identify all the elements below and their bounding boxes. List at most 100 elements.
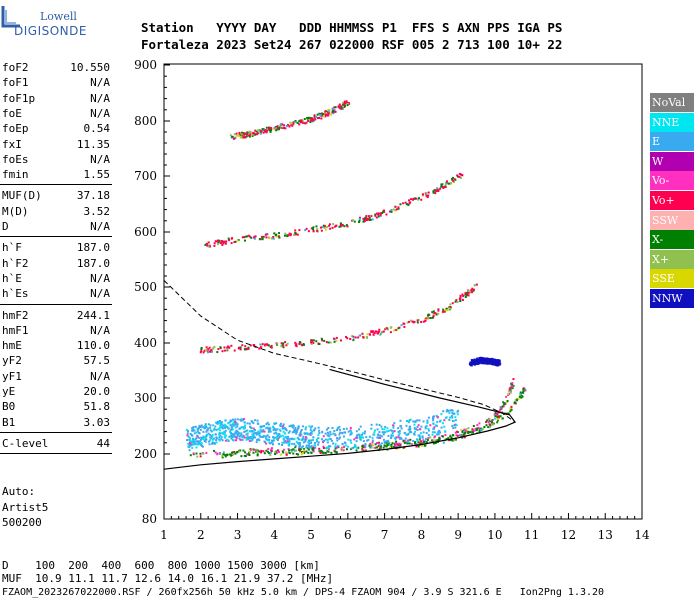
echo-dot: [235, 132, 238, 135]
echo-dot: [229, 430, 232, 433]
echo-dot: [202, 437, 205, 440]
echo-dot: [196, 430, 199, 433]
echo-dot: [317, 342, 320, 345]
echo-dot: [223, 426, 226, 429]
echo-dot: [467, 431, 470, 434]
echo-dot: [307, 230, 310, 233]
echo-dot: [302, 441, 305, 444]
echo-dot: [322, 451, 325, 454]
echo-dot: [518, 395, 521, 398]
x-tick-label: 14: [634, 528, 650, 542]
echo-dot: [414, 420, 417, 423]
echo-dot: [317, 437, 320, 440]
echo-dot: [413, 427, 416, 430]
param-value: N/A: [90, 76, 110, 90]
echo-dot: [335, 336, 338, 339]
echo-dot: [449, 435, 452, 438]
echo-dot: [238, 427, 241, 430]
echo-dot: [499, 406, 502, 409]
echo-dot: [338, 425, 341, 428]
echo-dot: [220, 423, 223, 426]
echo-dot: [231, 135, 234, 138]
echo-dot: [213, 242, 216, 245]
echo-dot: [329, 430, 332, 433]
echo-dot: [387, 439, 390, 442]
echo-dot: [423, 444, 426, 447]
echo-dot: [432, 191, 435, 194]
echo-dot: [466, 293, 469, 296]
echo-dot: [264, 233, 267, 236]
echo-dot: [519, 391, 522, 394]
echo-dot: [216, 422, 219, 425]
echo-dot: [374, 213, 377, 216]
echo-dot: [296, 428, 299, 431]
echo-dot: [471, 428, 474, 431]
echo-dot: [209, 439, 212, 442]
echo-dot: [398, 442, 401, 445]
echo-dot: [502, 405, 505, 408]
echo-dot: [456, 410, 459, 413]
echo-dot: [377, 212, 380, 215]
echo-dot: [435, 189, 438, 192]
echo-dot: [281, 443, 284, 446]
echo-dot: [385, 213, 388, 216]
echo-dot: [359, 425, 362, 428]
echo-dot: [223, 346, 226, 349]
echo-dot: [406, 419, 409, 422]
echo-dot: [279, 125, 282, 128]
param-row: foF1 N/A: [2, 75, 110, 90]
echo-dot: [410, 431, 413, 434]
echo-dot: [459, 173, 462, 176]
echo-dot: [455, 424, 458, 427]
echo-dot: [327, 110, 330, 113]
echo-dot: [288, 452, 291, 455]
param-value: 37.18: [76, 189, 110, 203]
echo-dot: [335, 224, 338, 227]
echo-dot: [336, 439, 339, 442]
echo-dot: [230, 420, 233, 423]
echo-dot: [427, 317, 430, 320]
echo-dot: [490, 358, 493, 361]
echo-dot: [450, 415, 453, 418]
echo-dot: [273, 422, 276, 425]
echo-dot: [301, 452, 304, 455]
echo-dot: [219, 434, 222, 437]
echo-dot: [311, 425, 314, 428]
echo-dot: [243, 425, 246, 428]
footer-distance: D 100 200 400 600 800 1000 1500 3000 [km…: [2, 559, 320, 572]
echo-dot: [334, 450, 337, 453]
echo-dot: [443, 419, 446, 422]
echo-dot: [293, 428, 296, 431]
echo-dot: [486, 362, 489, 365]
echo-dot: [306, 116, 309, 119]
echo-dot: [469, 363, 472, 366]
echo-dot: [318, 432, 321, 435]
echo-dot: [315, 438, 318, 441]
echo-dot: [355, 430, 358, 433]
echo-dot: [239, 418, 242, 421]
echo-dot: [393, 329, 396, 332]
echo-dot: [272, 426, 275, 429]
echo-dot: [286, 440, 289, 443]
echo-dot: [227, 421, 230, 424]
echo-dot: [454, 438, 457, 441]
echo-dot: [437, 431, 440, 434]
echo-dot: [256, 132, 259, 135]
echo-dot: [265, 129, 268, 132]
echo-dot: [210, 349, 213, 352]
echo-dot: [328, 437, 331, 440]
echo-dot: [306, 433, 309, 436]
echo-dot: [451, 439, 454, 442]
echo-dot: [364, 430, 367, 433]
echo-dot: [335, 451, 338, 454]
echo-dot: [199, 351, 202, 354]
echo-dot: [345, 427, 348, 430]
echo-dot: [207, 351, 210, 354]
echo-dot: [311, 438, 314, 441]
echo-dot: [472, 429, 475, 432]
echo-dot: [268, 436, 271, 439]
echo-dot: [235, 439, 238, 442]
echo-dot: [341, 223, 344, 226]
echo-dot: [471, 287, 474, 290]
echo-dot: [213, 427, 216, 430]
